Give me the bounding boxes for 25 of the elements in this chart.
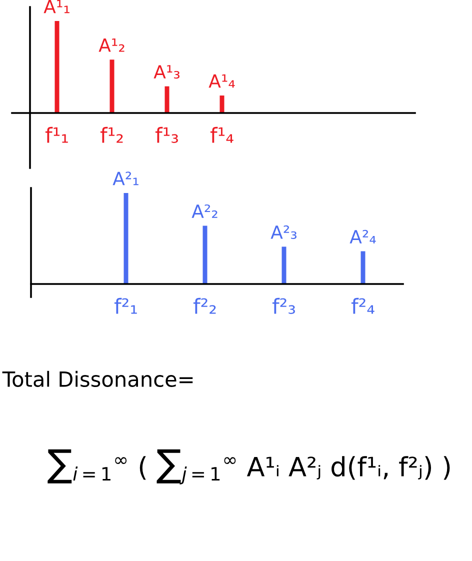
x-tick-label: f²₁ [114, 298, 137, 314]
bar [282, 246, 286, 284]
bar [164, 86, 170, 113]
annotation: A¹₃ [154, 65, 180, 79]
x-tick-label: f²₄ [351, 298, 374, 314]
annotation: A²₁ [112, 172, 138, 186]
x-tick-label: f¹₁ [45, 126, 68, 143]
x-tick-label: f¹₃ [155, 126, 178, 143]
bar [202, 226, 208, 284]
x-tick-label: f¹₄ [210, 126, 234, 143]
text: ∑$_{i=1}$$^{∞}$ ( ∑$_{j=1}$$^{∞}$ A¹ᵢ A²ⱼ d(f¹ᵢ, f²ⱼ) ) [48, 449, 450, 484]
annotation: A²₃ [270, 225, 296, 239]
bar [110, 60, 114, 113]
text: Total Dissonance= [2, 370, 193, 388]
annotation: A¹₂ [98, 38, 124, 52]
annotation: A¹₄ [208, 74, 235, 88]
x-tick-label: f²₃ [272, 298, 295, 314]
bar [220, 96, 224, 113]
bar [54, 21, 60, 113]
annotation: A¹₁ [44, 0, 70, 14]
annotation: A²₂ [192, 204, 218, 218]
x-tick-label: f²₂ [193, 298, 216, 314]
bar [360, 251, 366, 284]
x-tick-label: f¹₂ [100, 126, 123, 143]
annotation: A²₄ [350, 230, 376, 244]
